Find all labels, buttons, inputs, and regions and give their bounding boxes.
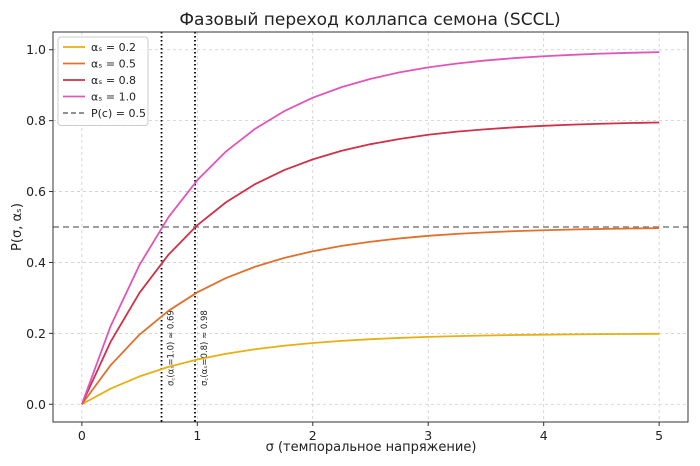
x-tick-label: 4 (540, 428, 548, 443)
plot-frame (52, 31, 689, 423)
legend-label: P(c) = 0.5 (91, 107, 146, 120)
y-axis-label: P(σ, αₛ) (10, 203, 25, 251)
x-tick-label: 5 (655, 428, 663, 443)
x-axis-label: σ (темпоральное напряжение) (266, 440, 477, 455)
x-tick-label: 1 (193, 428, 201, 443)
series-lines (81, 51, 660, 406)
legend-label: αₛ = 0.5 (91, 58, 136, 71)
y-tick-label: 1.0 (26, 42, 46, 57)
y-tick-label: 0.2 (26, 326, 46, 341)
legend-label: αₛ = 0.8 (91, 74, 136, 87)
legend-box (57, 36, 149, 126)
y-tick-label: 0.4 (26, 255, 46, 270)
series-line-1 (81, 227, 660, 405)
series-line-0 (81, 332, 660, 406)
legend: αₛ = 0.2 αₛ = 0.5 αₛ = 0.8 αₛ = 1.0 P(c) = 0… (57, 36, 149, 126)
legend-label: αₛ = 1.0 (91, 91, 136, 104)
y-tick-label: 0.6 (26, 184, 46, 199)
series-line-3 (81, 51, 660, 405)
x-tick-label: 2 (309, 428, 317, 443)
x-tick-label: 0 (78, 428, 86, 443)
y-tick-label: 0.0 (26, 397, 46, 412)
critical-sigma-annotation: σ꜀(αₛ=0.8) ≈ 0.98 (200, 310, 210, 386)
chart-title: Фазовый переход коллапса семона (SCCL) (179, 10, 560, 30)
axis-ticks: 0 1 2 3 4 5 0.0 0.2 0.4 0.6 0.8 1.0 (26, 42, 663, 443)
reference-lines: σ꜀(αₛ=1.0) ≈ 0.69 σ꜀(αₛ=0.8) ≈ 0.98 (53, 32, 688, 422)
series-line-2 (81, 121, 660, 405)
legend-label: αₛ = 0.2 (91, 41, 136, 54)
critical-sigma-annotation: σ꜀(αₛ=1.0) ≈ 0.69 (167, 310, 177, 386)
x-tick-label: 3 (424, 428, 432, 443)
y-tick-label: 0.8 (26, 113, 46, 128)
